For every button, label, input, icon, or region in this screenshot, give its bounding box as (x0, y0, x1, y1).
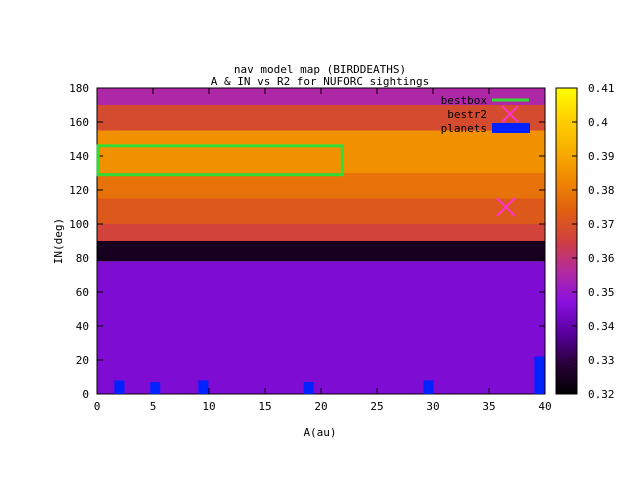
planet-bar (150, 382, 161, 394)
y-tick-label: 100 (69, 218, 89, 231)
colorbar-tick-label: 0.33 (588, 354, 615, 367)
y-tick-label: 160 (69, 116, 89, 129)
y-tick-label: 80 (76, 252, 89, 265)
x-tick-label: 30 (426, 400, 439, 413)
colorbar-tick-label: 0.38 (588, 184, 615, 197)
colorbar-tick-label: 0.37 (588, 218, 615, 231)
x-tick-label: 10 (202, 400, 215, 413)
y-tick-label: 20 (76, 354, 89, 367)
colorbar (555, 87, 578, 395)
heatmap-band (97, 198, 545, 224)
colorbar-tick-label: 0.34 (588, 320, 615, 333)
x-tick-label: 0 (94, 400, 101, 413)
heatmap-band (97, 105, 545, 131)
x-tick-label: 15 (258, 400, 271, 413)
x-tick-label: 25 (370, 400, 383, 413)
planet-bar (423, 380, 434, 394)
heatmap-band (97, 130, 545, 173)
x-tick-label: 35 (482, 400, 495, 413)
x-axis-label: A(au) (303, 426, 336, 439)
chart-title: nav model map (BIRDDEATHS) (234, 63, 406, 76)
chart-subtitle: A & IN vs R2 for NUFORC sightings (211, 75, 430, 88)
y-tick-label: 140 (69, 150, 89, 163)
y-axis-label: IN(deg) (52, 218, 65, 264)
planet-bar (114, 380, 125, 394)
x-axis: 0 5 10 15 20 25 30 35 40 (94, 88, 552, 413)
heatmap-band (97, 261, 545, 394)
heatmap-band (97, 224, 545, 241)
colorbar-tick-label: 0.35 (588, 286, 615, 299)
colorbar-tick-label: 0.41 (588, 82, 615, 95)
planet-bar (198, 380, 209, 394)
colorbar-tick-label: 0.36 (588, 252, 615, 265)
colorbar-tick-label: 0.32 (588, 388, 615, 401)
y-tick-label: 40 (76, 320, 89, 333)
heatmap-band (97, 173, 545, 199)
legend-label: bestbox (441, 94, 488, 107)
overlay-markers (96, 144, 545, 394)
colorbar-tick-label: 0.39 (588, 150, 615, 163)
legend-swatch (501, 105, 519, 123)
planet-bar (534, 356, 545, 394)
y-axis: 0 20 40 60 80 100 120 140 160 180 (69, 82, 545, 401)
heatmap-area (97, 88, 545, 394)
y-tick-label: 60 (76, 286, 89, 299)
x-tick-label: 20 (314, 400, 327, 413)
y-tick-label: 0 (82, 388, 89, 401)
bestbox-marker (96, 144, 344, 177)
y-tick-label: 120 (69, 184, 89, 197)
legend-label: planets (441, 122, 487, 135)
x-tick-label: 40 (538, 400, 551, 413)
bestr2-marker (496, 197, 516, 217)
heatmap-band (97, 241, 545, 262)
legend-label: bestr2 (447, 108, 487, 121)
y-tick-label: 180 (69, 82, 89, 95)
x-tick-label: 5 (150, 400, 157, 413)
legend-swatch (492, 123, 530, 133)
colorbar-axis: 0.32 0.33 0.34 0.35 0.36 0.37 0.38 0.39 0.4 0.41 (572, 82, 615, 401)
colorbar-tick-label: 0.4 (588, 116, 608, 129)
planet-bar (303, 382, 314, 394)
